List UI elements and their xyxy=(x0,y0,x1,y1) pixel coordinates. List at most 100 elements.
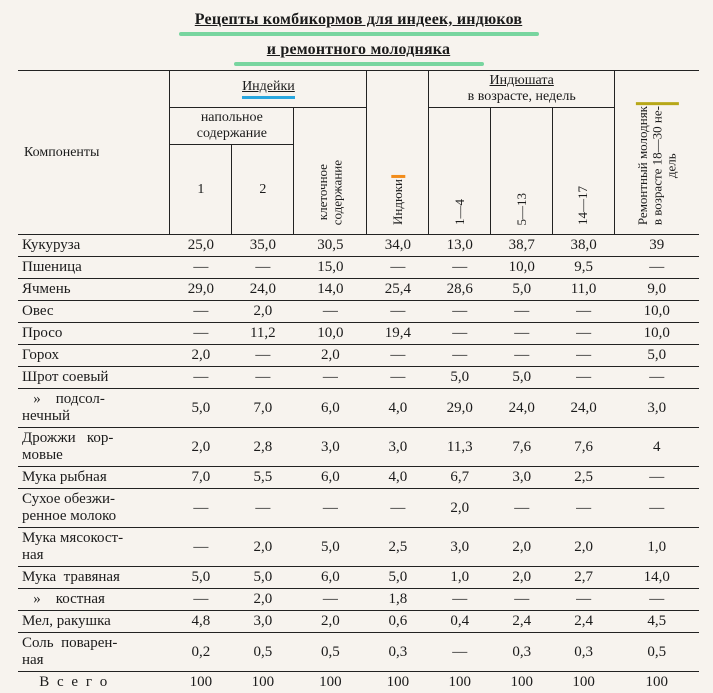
cell: — xyxy=(429,301,491,323)
cell: 7,0 xyxy=(170,467,232,489)
table-row: Кукуруза25,035,030,534,013,038,738,039 xyxy=(18,235,699,257)
cell: 10,0 xyxy=(294,323,367,345)
table-row: Мел, ракушка4,83,02,00,60,42,42,44,5 xyxy=(18,611,699,633)
cell: 24,0 xyxy=(491,389,553,428)
cell: — xyxy=(367,301,429,323)
cell: — xyxy=(232,489,294,528)
row-label: Мука рыбная xyxy=(18,467,170,489)
cell: 100 xyxy=(553,672,615,693)
cell: 10,0 xyxy=(615,301,699,323)
cell: 1,0 xyxy=(429,567,491,589)
head-remont: Ремонтный молодняк в возрасте 18—30 не- … xyxy=(636,100,679,227)
cell: — xyxy=(429,257,491,279)
cell: 4,5 xyxy=(615,611,699,633)
cell: 2,4 xyxy=(553,611,615,633)
cell: 5,0 xyxy=(491,367,553,389)
table-row: » подсол- нечный5,07,06,04,029,024,024,0… xyxy=(18,389,699,428)
head-indeyki: Индейки xyxy=(242,79,295,99)
table-row: Горох2,0—2,0————5,0 xyxy=(18,345,699,367)
cell: 3,0 xyxy=(367,428,429,467)
row-label: Мука травяная xyxy=(18,567,170,589)
cell: — xyxy=(491,345,553,367)
row-label: Кукуруза xyxy=(18,235,170,257)
cell: 1,8 xyxy=(367,589,429,611)
cell: — xyxy=(491,323,553,345)
table-row: Просо—11,210,019,4———10,0 xyxy=(18,323,699,345)
cell: — xyxy=(170,323,232,345)
cell: 3,0 xyxy=(429,528,491,567)
table-row: Пшеница——15,0——10,09,5— xyxy=(18,257,699,279)
cell: — xyxy=(491,301,553,323)
row-label: Сухое обезжи- ренное молоко xyxy=(18,489,170,528)
table-row: Мука рыбная7,05,56,04,06,73,02,5— xyxy=(18,467,699,489)
cell: — xyxy=(615,589,699,611)
cell: — xyxy=(170,528,232,567)
row-label: В с е г о xyxy=(18,672,170,693)
cell: 2,0 xyxy=(429,489,491,528)
cell: 2,0 xyxy=(294,345,367,367)
cell: 3,0 xyxy=(491,467,553,489)
cell: 5,0 xyxy=(491,279,553,301)
cell: 0,3 xyxy=(491,633,553,672)
head-col2: 2 xyxy=(232,145,294,235)
cell: 0,3 xyxy=(367,633,429,672)
cell: — xyxy=(294,367,367,389)
cell: 2,0 xyxy=(232,589,294,611)
cell: 11,0 xyxy=(553,279,615,301)
cell: — xyxy=(429,633,491,672)
cell: — xyxy=(429,323,491,345)
cell: — xyxy=(367,367,429,389)
head-napolnoe: напольное содержание xyxy=(170,108,294,145)
cell: 11,3 xyxy=(429,428,491,467)
cell: 0,4 xyxy=(429,611,491,633)
cell: 14,0 xyxy=(615,567,699,589)
cell: 9,5 xyxy=(553,257,615,279)
cell: 38,0 xyxy=(553,235,615,257)
cell: 25,4 xyxy=(367,279,429,301)
head-age-1-4: 1—4 xyxy=(453,197,467,227)
highlight-green-1 xyxy=(179,32,539,36)
cell: 10,0 xyxy=(615,323,699,345)
cell: 2,0 xyxy=(491,567,553,589)
table-row: В с е г о100100100100100100100100 xyxy=(18,672,699,693)
cell: 2,0 xyxy=(170,428,232,467)
cell: 4,0 xyxy=(367,467,429,489)
cell: — xyxy=(553,323,615,345)
cell: 30,5 xyxy=(294,235,367,257)
table-row: Овес—2,0—————10,0 xyxy=(18,301,699,323)
cell: — xyxy=(170,589,232,611)
cell: — xyxy=(170,301,232,323)
cell: 28,6 xyxy=(429,279,491,301)
cell: — xyxy=(170,489,232,528)
cell: — xyxy=(232,367,294,389)
head-age-5-13: 5—13 xyxy=(515,191,529,228)
cell: — xyxy=(170,367,232,389)
cell: 35,0 xyxy=(232,235,294,257)
cell: 100 xyxy=(170,672,232,693)
cell: — xyxy=(170,257,232,279)
cell: 5,0 xyxy=(367,567,429,589)
cell: 4 xyxy=(615,428,699,467)
cell: 0,5 xyxy=(232,633,294,672)
cell: 0,5 xyxy=(615,633,699,672)
cell: 38,7 xyxy=(491,235,553,257)
cell: 4,0 xyxy=(367,389,429,428)
cell: — xyxy=(553,301,615,323)
cell: 9,0 xyxy=(615,279,699,301)
cell: 2,0 xyxy=(491,528,553,567)
cell: — xyxy=(553,489,615,528)
cell: 2,0 xyxy=(232,528,294,567)
cell: 2,8 xyxy=(232,428,294,467)
cell: 14,0 xyxy=(294,279,367,301)
table-row: Ячмень29,024,014,025,428,65,011,09,0 xyxy=(18,279,699,301)
cell: 0,2 xyxy=(170,633,232,672)
head-kletochnoe: клеточное содержание xyxy=(316,158,345,227)
cell: 100 xyxy=(232,672,294,693)
cell: 100 xyxy=(294,672,367,693)
row-label: » подсол- нечный xyxy=(18,389,170,428)
cell: 39 xyxy=(615,235,699,257)
cell: 1,0 xyxy=(615,528,699,567)
row-label: Мука мясокост- ная xyxy=(18,528,170,567)
cell: — xyxy=(367,489,429,528)
cell: — xyxy=(553,589,615,611)
